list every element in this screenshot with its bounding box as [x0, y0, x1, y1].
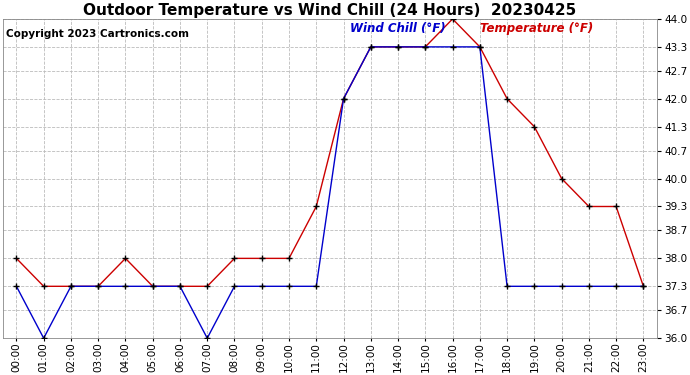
Title: Outdoor Temperature vs Wind Chill (24 Hours)  20230425: Outdoor Temperature vs Wind Chill (24 Ho… — [83, 3, 577, 18]
Text: Copyright 2023 Cartronics.com: Copyright 2023 Cartronics.com — [6, 28, 189, 39]
Text: Temperature (°F): Temperature (°F) — [480, 22, 593, 35]
Text: Wind Chill (°F): Wind Chill (°F) — [350, 22, 445, 35]
